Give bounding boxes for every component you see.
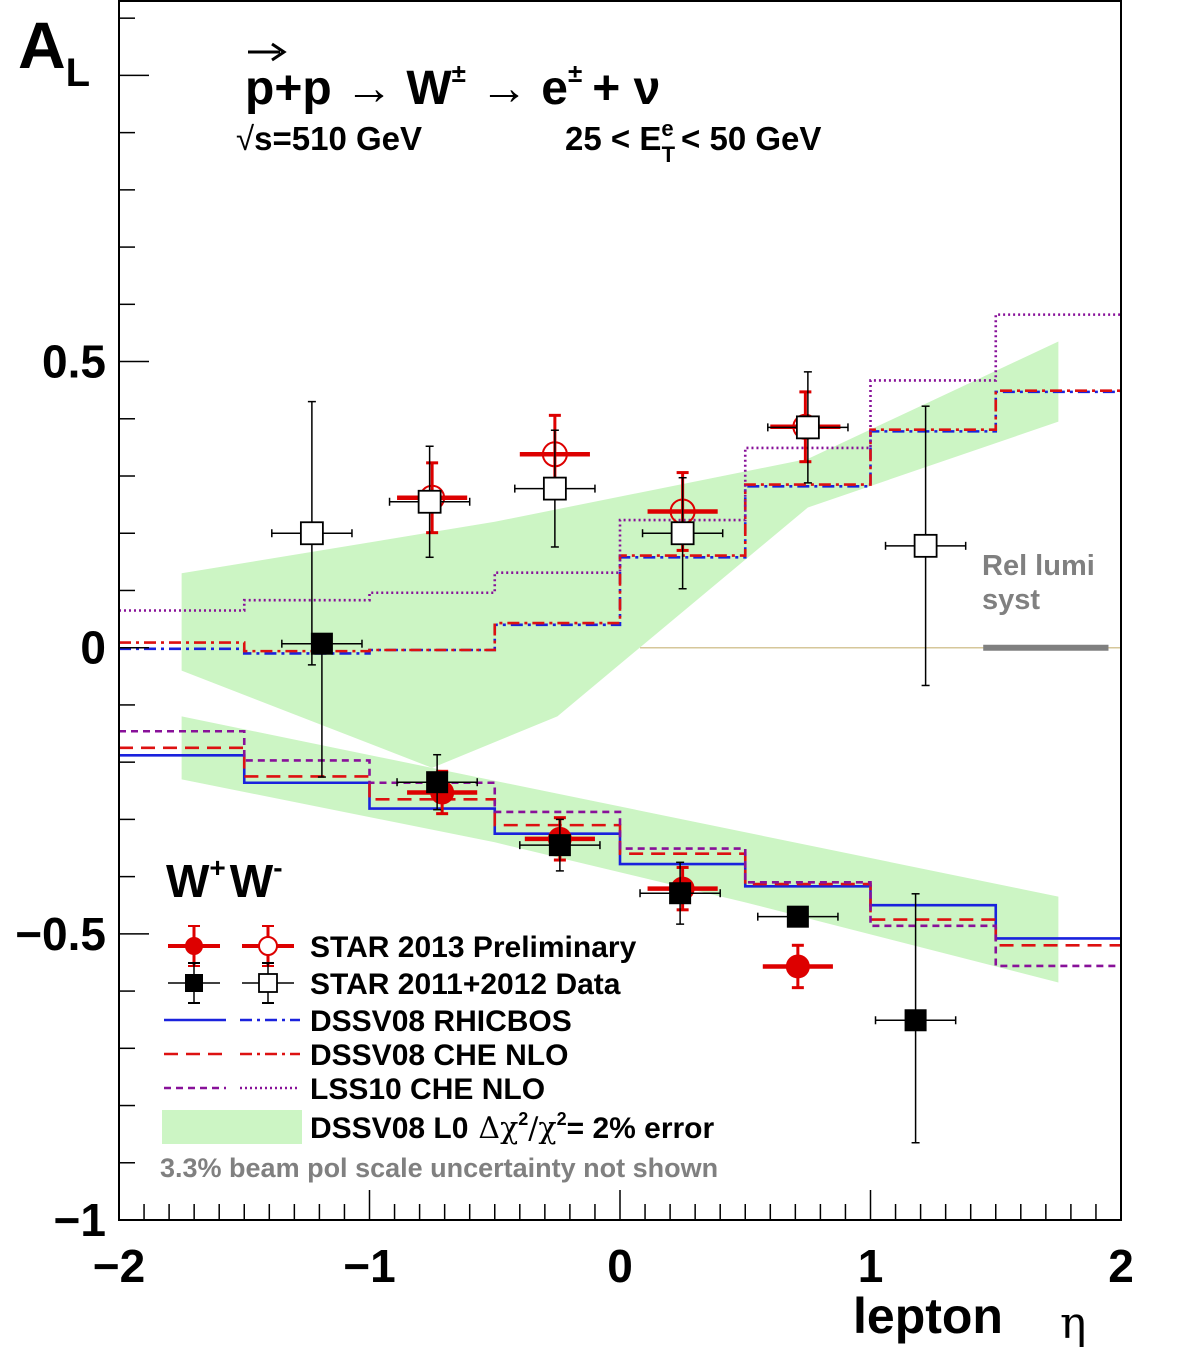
data-point [874,893,957,1144]
y-tick-label: 0.5 [42,336,106,388]
legend-label: DSSV08 RHICBOS [310,1005,572,1038]
marker-open-square [913,533,938,558]
marker-filled-square [786,905,809,928]
legend-delta-chi: Δχ [478,1111,518,1146]
rel-lumi-label-1: Rel lumi [982,550,1095,582]
y-axis-label-sub: L [66,51,90,95]
marker-open-square [542,476,567,501]
legend-sup: 2 [518,1109,528,1129]
reaction-e-pm: ± [568,58,582,88]
y-tick-label: −1 [54,1194,106,1246]
et-cut-low: 25 < E [565,120,661,157]
legend-open-square [258,973,278,993]
chart-header: p+p → W± → e± + ν√s=510 GeV 25 < Ee T < 50 Ge… [166,42,821,907]
marker-open-square [299,521,324,546]
data-point [767,371,849,484]
data-point [641,476,724,590]
et-sub: T [662,142,676,167]
et-cut-high: < 50 GeV [681,120,821,157]
reaction-rest: +p → W [274,62,452,115]
data-point [271,400,353,666]
theory-curve-4 [119,389,1121,653]
data-point [639,861,721,925]
x-axis-label: lepton [853,1288,1003,1344]
marker-filled-square [548,834,571,857]
legend-filled-circle [185,937,203,955]
x-tick-label: −1 [343,1240,395,1292]
charge-labels: W+W- [166,852,283,907]
data-points [271,371,967,1144]
x-axis-label-main: lepton [853,1288,1003,1344]
et-sup: e [661,116,673,141]
data-point [757,905,839,928]
w-minus: W [230,855,274,907]
w-plus-sup: + [209,852,225,883]
theory-curves [119,313,1121,968]
y-axis-label-main: A [18,8,66,82]
y-tick-label: 0 [80,622,106,674]
sqrt-s-value: s=510 GeV [254,120,422,157]
marker-open-square [670,521,695,546]
legend-sup: 2 [557,1109,567,1129]
legend-label-band: DSSV08 L0 Δχ2/χ2= 2% error [310,1109,715,1146]
legend-error-text: = 2% error [567,1112,715,1145]
data-point [519,818,601,872]
data-point [762,943,833,990]
sqrt-s-label: √s=510 GeV [236,120,422,157]
theory-curve-5 [119,313,1121,612]
marker-filled-square [426,771,449,794]
theory-curve-2 [119,729,1121,968]
y-tick-label: −0.5 [15,908,106,960]
data-point [281,632,363,778]
legend-filled-square [185,974,203,992]
x-tick-label: 1 [858,1240,884,1292]
reaction-tail: + ν [592,62,660,115]
legend-band-swatch [162,1110,302,1144]
legend-chi: /χ [528,1111,556,1146]
reaction-arrow: → e [480,62,568,115]
legend-band-name: DSSV08 L0 [310,1112,468,1145]
marker-filled-square [904,1009,927,1032]
x-tick-label: 2 [1108,1240,1134,1292]
marker-filled-square [310,632,333,655]
x-tick-label: −2 [93,1240,145,1292]
legend-note: 3.3% beam pol scale uncertainty not show… [160,1153,718,1183]
w-minus-sup: - [273,852,282,883]
x-axis-symbol: η [1060,1298,1086,1349]
marker-filled-circle [785,954,810,979]
data-point [884,405,967,687]
plot-frame [118,0,1122,1221]
reaction-formula: p+p → W± → e± + ν [245,58,660,115]
legend-label: STAR 2011+2012 Data [310,968,621,1001]
legend-label: LSS10 CHE NLO [310,1073,545,1106]
vector-arrow-icon [271,42,287,62]
marker-open-square [417,489,442,514]
legend-label: DSSV08 CHE NLO [310,1039,568,1072]
legend-label: STAR 2013 Preliminary [310,931,637,964]
data-point [396,753,478,811]
data-point [388,445,471,559]
data-point [514,429,596,548]
marker-filled-square [669,882,692,905]
reaction-p: p [245,62,274,115]
x-tick-label: 0 [607,1240,633,1292]
y-axis-label: AL [18,8,90,95]
w-plus: W [166,855,210,907]
marker-open-square [795,415,820,440]
reaction-pm: ± [452,58,466,88]
legend: STAR 2013 Preliminary STAR 2011+2012 Data… [160,925,718,1183]
rel-lumi-label-2: syst [982,584,1040,616]
legend-open-circle [258,936,278,956]
sqrt-symbol: √ [236,120,255,157]
et-cut-label: 25 < Ee T < 50 GeV [565,116,821,167]
